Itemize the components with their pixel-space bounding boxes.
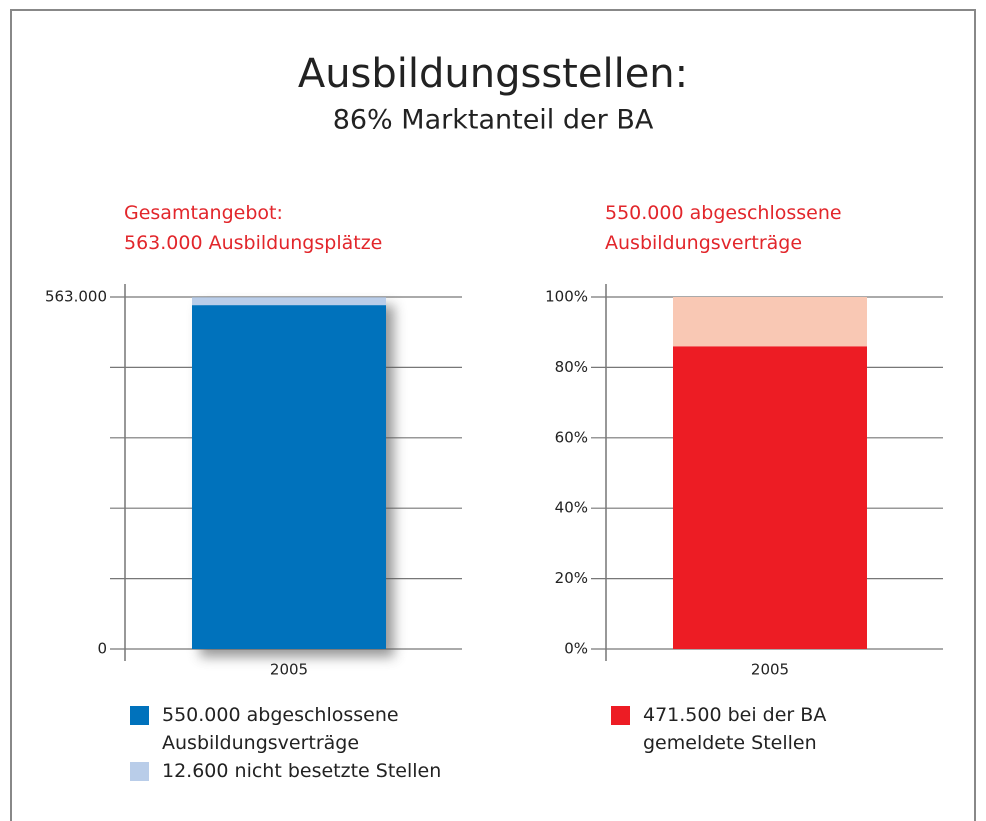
y-tick-label: 80% xyxy=(555,358,588,376)
y-tick-label: 563.000 xyxy=(45,288,107,306)
page-title: Ausbildungsstellen: xyxy=(298,51,688,97)
legend-swatch xyxy=(611,706,630,725)
legend-label: 471.500 bei der BA gemeldete Stellen xyxy=(643,704,827,754)
chart-subtitle: Gesamtangebot: 563.000 Ausbildungsplätze xyxy=(124,202,383,254)
y-tick-label: 60% xyxy=(555,428,588,446)
y-tick-label: 0% xyxy=(564,640,588,658)
page-subtitle: 86% Marktanteil der BA xyxy=(333,105,654,136)
legend-label: 12.600 nicht besetzte Stellen xyxy=(162,760,442,782)
bar-segment xyxy=(673,297,867,347)
chart-subtitle: 550.000 abgeschlossene Ausbildungsverträ… xyxy=(605,202,842,254)
x-tick-label: 2005 xyxy=(751,661,789,679)
y-tick-label: 20% xyxy=(555,569,588,587)
legend-swatch xyxy=(130,706,149,725)
frame xyxy=(10,9,976,821)
bar-segment xyxy=(673,346,867,649)
y-tick-label: 100% xyxy=(545,288,588,306)
x-tick-label: 2005 xyxy=(270,661,308,679)
y-tick-label: 40% xyxy=(555,499,588,517)
legend-label: 550.000 abgeschlossene Ausbildungsverträ… xyxy=(162,704,399,754)
legend-swatch xyxy=(130,762,149,781)
y-tick-label: 0 xyxy=(97,640,107,658)
bar-segment xyxy=(192,297,386,306)
bar-segment xyxy=(192,305,386,649)
